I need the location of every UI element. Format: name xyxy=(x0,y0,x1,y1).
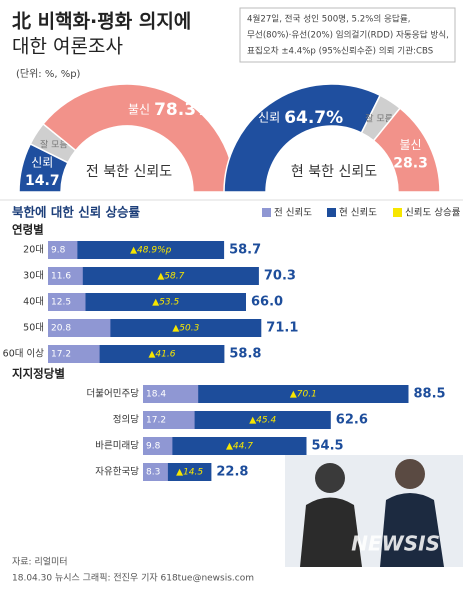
segment-label: 신뢰 xyxy=(31,156,53,170)
previous-bar xyxy=(48,241,78,259)
segment-value: 78.3% xyxy=(154,100,213,120)
title-line: 대한 여론조사 xyxy=(12,36,123,58)
category-label: 자유한국당 xyxy=(95,467,139,478)
previous-value: 17.2 xyxy=(51,350,71,360)
group-title: 지지정당별 xyxy=(12,367,65,381)
segment-label: 신뢰 xyxy=(258,111,280,125)
legend-label: 현 신뢰도 xyxy=(339,208,377,219)
category-label: 30대 xyxy=(23,271,44,282)
previous-value: 18.4 xyxy=(146,390,166,400)
current-value: 58.8 xyxy=(229,347,261,362)
current-value: 71.1 xyxy=(266,321,298,336)
segment-value: 64.7% xyxy=(284,108,343,128)
donut-segment xyxy=(372,107,441,193)
note-line: 표집오차 ±4.4%p (95%신뢰수준) 의뢰 기관:CBS xyxy=(247,45,433,57)
source: 자료: 리얼미터 xyxy=(12,557,68,568)
previous-bar xyxy=(143,437,173,455)
chart-title: 북한에 대한 신뢰 상승률 xyxy=(12,205,141,220)
category-label: 50대 xyxy=(23,323,44,334)
current-value: 70.3 xyxy=(264,269,296,284)
current-value: 66.0 xyxy=(251,295,283,310)
previous-bar xyxy=(143,385,199,403)
previous-bar xyxy=(48,345,100,363)
person-head xyxy=(395,459,425,489)
segment-label: 불신 xyxy=(399,138,421,152)
legend-swatch xyxy=(393,208,402,217)
donut-title: 전 북한 신뢰도 xyxy=(86,164,172,180)
rise-label: ▲50.3 xyxy=(172,324,199,334)
rise-label: ▲48.9%p xyxy=(130,246,172,256)
category-label: 60대 이상 xyxy=(3,349,45,360)
previous-bar xyxy=(48,293,86,311)
current-value: 62.6 xyxy=(336,413,368,428)
legend-swatch xyxy=(327,208,336,217)
rise-label: ▲53.5 xyxy=(152,298,179,308)
watermark: NEWSIS xyxy=(351,532,440,556)
current-value: 22.8 xyxy=(216,465,248,480)
title-line: 北 비핵화·평화 의지에 xyxy=(12,11,191,33)
previous-bar xyxy=(143,463,168,481)
previous-value: 9.8 xyxy=(51,246,66,256)
rise-label: ▲41.6 xyxy=(149,350,176,360)
current-bar xyxy=(48,241,225,259)
segment-label: 잘 모름 xyxy=(365,112,393,124)
current-bar xyxy=(143,385,409,403)
current-value: 54.5 xyxy=(312,439,344,454)
note-line: 무선(80%)·유선(20%) 임의걸기(RDD) 자동응답 방식, xyxy=(247,29,449,41)
person-body xyxy=(300,497,362,567)
segment-value: 28.3 xyxy=(393,156,428,172)
person-head xyxy=(315,463,345,493)
unit: (단위: %, %p) xyxy=(16,67,81,80)
previous-bar xyxy=(48,267,83,285)
donut-title: 현 북한 신뢰도 xyxy=(291,164,377,180)
previous-value: 12.5 xyxy=(51,298,71,308)
rise-label: ▲58.7 xyxy=(157,272,184,282)
rise-label: ▲70.1 xyxy=(290,390,317,400)
current-bar xyxy=(143,437,307,455)
segment-label: 잘 모름 xyxy=(40,138,68,150)
segment-label: 불신 xyxy=(128,103,150,117)
previous-value: 8.3 xyxy=(146,468,160,478)
previous-value: 9.8 xyxy=(146,442,161,452)
note-box xyxy=(239,7,456,63)
category-label: 더불어민주당 xyxy=(87,389,140,400)
photo xyxy=(285,455,463,567)
credit: 18.04.30 뉴시스 그래픽: 전진우 기자 618tue@newsis.c… xyxy=(12,573,254,584)
segment-value: 14.7 xyxy=(25,173,60,189)
current-value: 58.7 xyxy=(229,243,261,258)
category-label: 정의당 xyxy=(113,415,139,426)
category-label: 40대 xyxy=(23,297,44,308)
category-label: 20대 xyxy=(23,245,44,256)
previous-value: 20.8 xyxy=(51,324,71,334)
note-line: 4월27일, 전국 성인 500명, 5.2%의 응답률, xyxy=(247,13,410,25)
category-label: 바른미래당 xyxy=(95,441,139,452)
previous-bar xyxy=(143,411,195,429)
rise-label: ▲14.5 xyxy=(176,468,203,478)
legend-swatch xyxy=(262,208,271,217)
rise-label: ▲45.4 xyxy=(249,416,276,426)
previous-value: 17.2 xyxy=(146,416,166,426)
current-bar xyxy=(48,267,259,285)
previous-bar xyxy=(48,319,111,337)
legend-label: 신뢰도 상승률 xyxy=(405,208,461,219)
current-bar xyxy=(48,293,246,311)
legend-label: 전 신뢰도 xyxy=(274,208,312,219)
current-value: 88.5 xyxy=(414,387,446,402)
group-title: 연령별 xyxy=(12,223,44,237)
donut-segment xyxy=(223,83,382,193)
previous-value: 11.6 xyxy=(51,272,71,282)
rise-label: ▲44.7 xyxy=(226,442,253,452)
person-body xyxy=(380,493,444,567)
